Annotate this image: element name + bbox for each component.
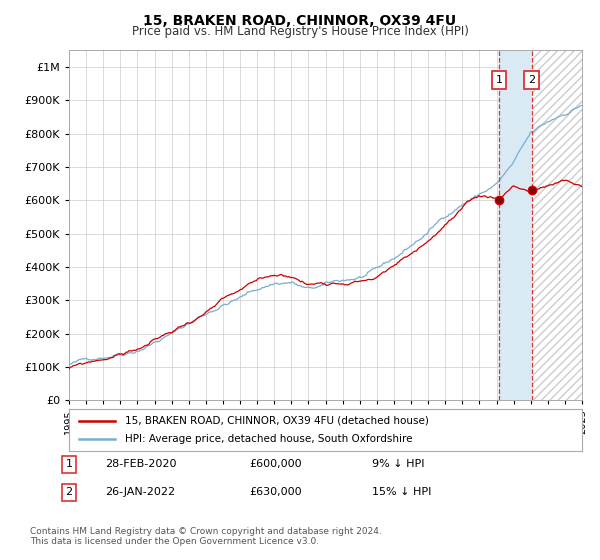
Text: 2: 2 (65, 487, 73, 497)
Text: 9% ↓ HPI: 9% ↓ HPI (372, 459, 425, 469)
Text: 1: 1 (496, 75, 503, 85)
Text: 15, BRAKEN ROAD, CHINNOR, OX39 4FU: 15, BRAKEN ROAD, CHINNOR, OX39 4FU (143, 14, 457, 28)
Text: Price paid vs. HM Land Registry's House Price Index (HPI): Price paid vs. HM Land Registry's House … (131, 25, 469, 38)
Bar (499, 50, 532, 400)
Text: 15, BRAKEN ROAD, CHINNOR, OX39 4FU (detached house): 15, BRAKEN ROAD, CHINNOR, OX39 4FU (deta… (125, 416, 430, 426)
Text: 26-JAN-2022: 26-JAN-2022 (105, 487, 175, 497)
Text: £630,000: £630,000 (249, 487, 302, 497)
Text: 1: 1 (65, 459, 73, 469)
Text: 15% ↓ HPI: 15% ↓ HPI (372, 487, 431, 497)
Bar (532, 50, 582, 400)
Text: HPI: Average price, detached house, South Oxfordshire: HPI: Average price, detached house, Sout… (125, 434, 413, 444)
Text: 2: 2 (528, 75, 535, 85)
Text: £600,000: £600,000 (249, 459, 302, 469)
Text: 28-FEB-2020: 28-FEB-2020 (105, 459, 176, 469)
Bar (532, 50, 582, 400)
Text: Contains HM Land Registry data © Crown copyright and database right 2024.
This d: Contains HM Land Registry data © Crown c… (30, 526, 382, 546)
